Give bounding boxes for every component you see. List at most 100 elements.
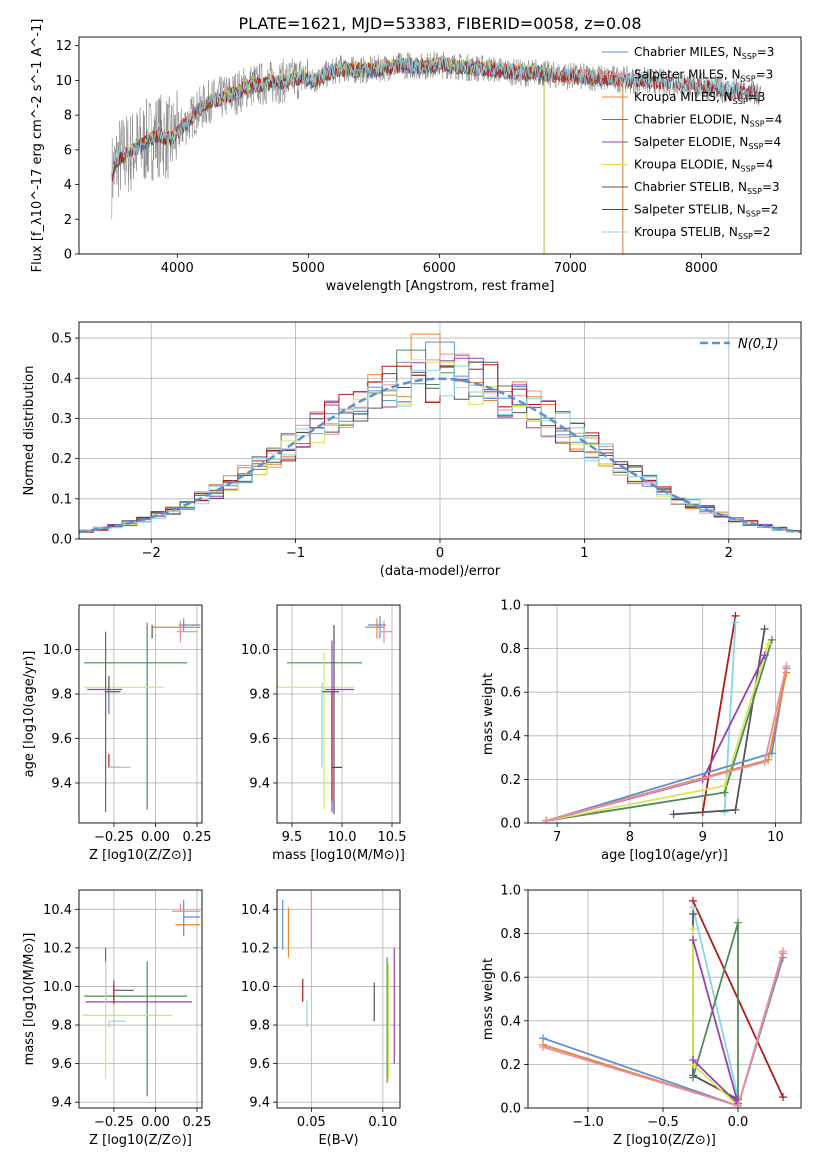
mass-weight-marker [689, 1073, 697, 1082]
axes-frame [527, 604, 802, 824]
legend-entry: N(0,1) [738, 337, 779, 352]
y-tick-label: 10.4 [43, 903, 72, 918]
y-tick-label: 6 [64, 143, 72, 158]
y-tick-label: 9.8 [249, 687, 270, 702]
y-tick-label: 4 [64, 178, 72, 193]
y-tick-label: 0.0 [500, 817, 521, 832]
plot-area-age-vs-Z [79, 605, 202, 823]
legend-entry: Kroupa MILES, NSSP=3 [634, 90, 765, 106]
y-tick-label: 9.6 [249, 1057, 270, 1072]
y-tick-label: 8 [64, 109, 72, 124]
x-tick-label: 8 [626, 830, 634, 845]
y-tick-label: 9.6 [249, 732, 270, 747]
y-tick-label: 0.8 [500, 927, 521, 942]
axes-frame [276, 889, 401, 1109]
error-bar-salpeter-miles [177, 620, 198, 643]
y-tick-label: 0.8 [500, 642, 521, 657]
axes-frame [78, 321, 802, 540]
y-tick-label: 0.3 [51, 412, 72, 427]
mass-weight-marker [689, 925, 697, 934]
x-axis-label: mass [log10(M/M⊙)] [272, 848, 405, 863]
x-axis-label: Z [log10(Z/Z⊙)] [89, 848, 192, 863]
mass-weight-marker [689, 1056, 697, 1065]
mass-weight-marker [760, 651, 769, 660]
y-axis-label: mass [log10(M/M⊙)] [22, 933, 37, 1066]
error-bar-chabrier-elodie [83, 961, 188, 1097]
mass-weight-marker [734, 918, 742, 927]
error-bar-chabrier-miles [178, 618, 201, 632]
mass-weight-marker [767, 635, 776, 644]
x-tick-label: −2 [142, 546, 161, 561]
page-title: PLATE=1621, MJD=53383, FIBERID=0058, z=0… [238, 14, 641, 33]
x-tick-label: 0.0 [728, 1115, 749, 1130]
x-tick-label: −1 [286, 546, 305, 561]
legend-entry: Chabrier ELODIE, NSSP=4 [634, 113, 782, 129]
y-tick-label: 9.8 [249, 1019, 270, 1034]
y-tick-label: 10.0 [43, 980, 72, 995]
y-tick-label: 0.5 [51, 332, 72, 347]
y-tick-label: 9.4 [51, 1096, 72, 1111]
y-tick-label: 10.2 [43, 941, 72, 956]
y-tick-label: 12 [55, 39, 72, 54]
x-axis-label: wavelength [Angstrom, rest frame] [326, 279, 555, 294]
x-axis-label: (data-model)/error [380, 564, 501, 579]
x-tick-label: 10.5 [378, 830, 407, 845]
error-bar-kroupa-miles [365, 618, 385, 639]
legend-entry: Kroupa ELODIE, NSSP=4 [634, 158, 773, 174]
axes-frame [78, 36, 802, 255]
x-tick-label: −0.25 [94, 830, 134, 845]
y-tick-label: 10 [55, 74, 72, 89]
error-bar-kroupa-stelib [108, 1020, 126, 1027]
legend: Chabrier MILES, NSSP=3 Salpeter MILES, NS… [602, 45, 782, 241]
axes-frame [527, 889, 802, 1109]
mass-weight-marker [731, 805, 740, 814]
mass-weight-marker [731, 618, 740, 627]
y-axis-label: Normed distribution [22, 366, 37, 496]
y-tick-label: 0.1 [51, 492, 72, 507]
gaussian-curve [79, 377, 801, 534]
legend-entry: Salpeter MILES, NSSP=3 [634, 68, 773, 84]
mass-weight-marker [764, 640, 773, 649]
legend-entry: Chabrier MILES, NSSP=3 [634, 45, 774, 61]
legend-entry: Salpeter STELIB, NSSP=2 [634, 203, 778, 219]
y-tick-label: 0.2 [500, 773, 521, 788]
x-tick-label: 6000 [423, 261, 456, 276]
panel-mass-vs-Z: −0.25 0.00 0.25 9.4 9.6 9.8 10.0 10.2 10.4 Z [log… [22, 889, 211, 1148]
x-axis-label: Z [log10(Z/Z⊙)] [613, 1133, 716, 1148]
y-axis-label: mass weight [481, 958, 496, 1040]
mass-weight-marker [734, 1101, 742, 1108]
mass-weight-marker [760, 624, 769, 633]
y-tick-label: 0.4 [51, 372, 72, 387]
x-tick-label: −0.25 [94, 1115, 134, 1130]
x-axis-label: Z [log10(Z/Z⊙)] [89, 1133, 192, 1148]
panel-mass-weight-vs-age: 7 8 9 10 0.0 0.2 0.4 0.6 0.8 1.0 age [log10(age/yr… [481, 599, 802, 863]
error-bar-chabrier-elodie [83, 622, 188, 810]
panel-age-vs-Z: −0.25 0.00 0.25 9.4 9.6 9.8 10.0 Z [log10(Z/Z⊙)… [22, 604, 211, 863]
y-tick-label: 9.4 [249, 1096, 270, 1111]
y-tick-label: 0.0 [500, 1102, 521, 1117]
mass-weight-marker [669, 810, 678, 819]
mass-weight-marker [760, 757, 769, 766]
plot-area-spectrum [111, 51, 761, 254]
mass-weight-line-salpeter-stelib [701, 615, 737, 813]
mass-weight-marker [720, 808, 729, 817]
y-tick-label: 9.4 [51, 776, 72, 791]
plot-area-mass-weight-vs-Z [528, 890, 801, 1108]
axes-frame [276, 604, 401, 824]
x-tick-label: 9 [699, 830, 707, 845]
y-axis-label: Flux [f_λ10^-17 erg cm^-2 s^-1 A^-1] [30, 19, 45, 273]
y-tick-label: 10.0 [43, 643, 72, 658]
y-tick-label: 10.2 [241, 941, 270, 956]
y-tick-label: 9.4 [249, 776, 270, 791]
x-tick-label: 0.10 [368, 1115, 397, 1130]
x-tick-label: 7000 [554, 261, 587, 276]
plot-area-mass-vs-ebv [277, 890, 400, 1108]
x-tick-label: −1.0 [572, 1115, 604, 1130]
y-tick-label: 10.0 [241, 980, 270, 995]
x-tick-label: 0.05 [297, 1115, 326, 1130]
legend-entry: Salpeter ELODIE, NSSP=4 [634, 135, 781, 151]
y-tick-label: 0.6 [500, 971, 521, 986]
y-tick-label: 10.0 [241, 643, 270, 658]
axes-frame [78, 889, 203, 1109]
panel-spectrum: 4000 5000 6000 7000 8000 0 2 4 6 8 10 12 wavelength … [30, 19, 802, 294]
